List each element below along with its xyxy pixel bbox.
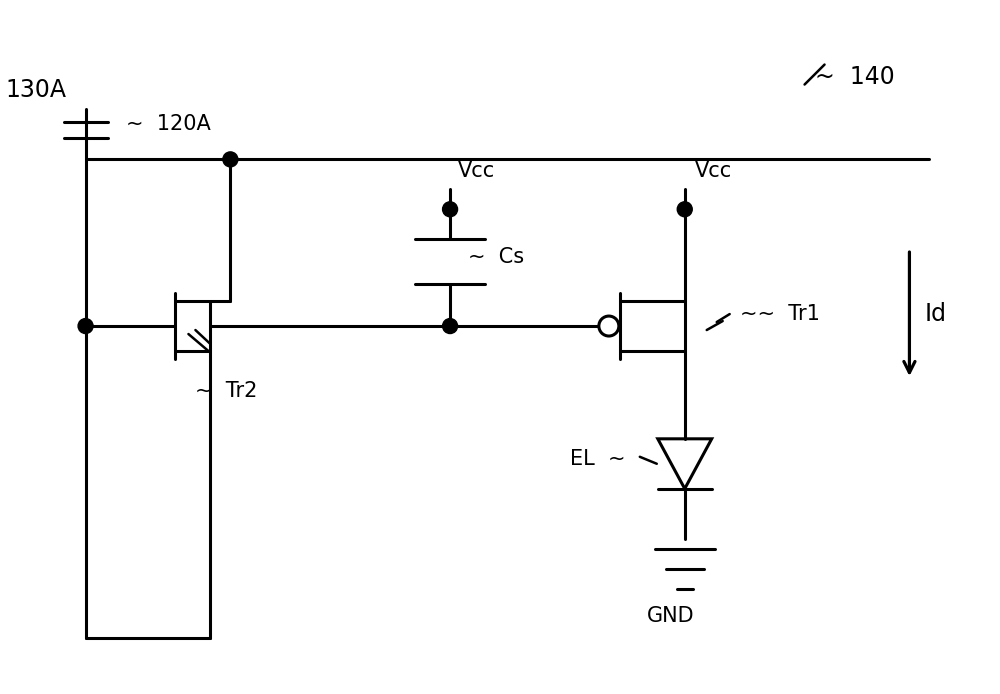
Text: ~~  Tr1: ~~ Tr1: [740, 304, 820, 324]
Text: 130A: 130A: [6, 78, 67, 101]
Text: ~  Cs: ~ Cs: [468, 246, 524, 266]
Text: ~  120A: ~ 120A: [126, 115, 210, 135]
Circle shape: [78, 319, 93, 334]
Circle shape: [443, 202, 458, 217]
Text: ~  140: ~ 140: [815, 65, 894, 89]
Text: Vcc: Vcc: [458, 161, 495, 181]
Text: ~  Tr2: ~ Tr2: [195, 381, 258, 401]
Text: Vcc: Vcc: [695, 161, 732, 181]
Circle shape: [223, 152, 238, 167]
Text: Id: Id: [924, 302, 946, 326]
Text: GND: GND: [647, 607, 694, 627]
Circle shape: [443, 319, 458, 334]
Circle shape: [677, 202, 692, 217]
Text: EL  ~: EL ~: [570, 449, 625, 468]
